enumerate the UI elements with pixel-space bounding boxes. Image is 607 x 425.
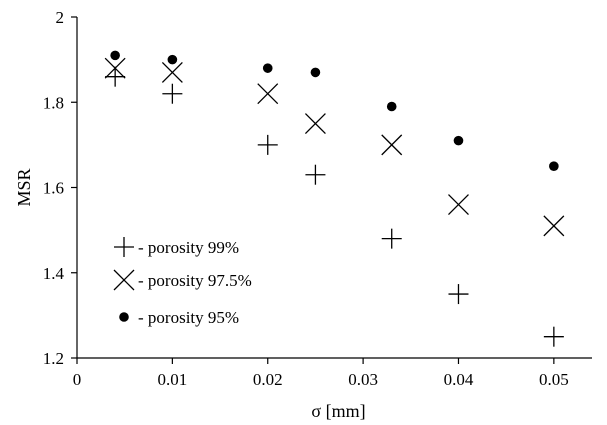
data-point-plus: [105, 66, 126, 87]
data-point-plus: [162, 83, 183, 104]
legend-entry: - porosity 97.5%: [113, 269, 252, 291]
data-point-cross: [448, 194, 469, 216]
data-point-dot: [310, 67, 321, 78]
x-tick-label: 0.02: [253, 370, 283, 389]
data-point-cross: [304, 113, 326, 135]
data-point-plus: [305, 164, 326, 185]
legend-marker-cross: [113, 269, 135, 291]
y-tick-label: 2: [56, 8, 65, 27]
data-point-dot: [549, 161, 559, 171]
legend-label: - porosity 99%: [138, 238, 239, 257]
axes: [76, 17, 592, 359]
data-point-dot: [110, 50, 120, 61]
y-ticks: 1.2 1.4 1.6 1.8 2: [43, 8, 77, 368]
data-point-dot: [453, 135, 464, 146]
x-tick-label: 0.05: [539, 370, 569, 389]
data-point-dot: [386, 101, 397, 112]
y-axis-label: MSR: [14, 168, 34, 206]
data-point-plus: [543, 326, 564, 347]
data-point-cross: [257, 83, 279, 105]
data-points: [104, 50, 565, 347]
x-tick-label: 0.01: [157, 370, 187, 389]
legend-marker-dot: [119, 312, 129, 322]
y-tick-label: 1.2: [43, 349, 64, 368]
legend-label: - porosity 95%: [138, 308, 239, 327]
x-axis-label: σ [mm]: [311, 401, 365, 421]
x-tick-label: 0.03: [348, 370, 378, 389]
y-tick-label: 1.6: [43, 179, 64, 198]
x-ticks: 0 0.01 0.02 0.03 0.04 0.05: [73, 358, 569, 389]
data-point-cross: [543, 215, 565, 237]
x-tick-label: 0.04: [444, 370, 474, 389]
y-tick-label: 1.4: [43, 264, 65, 283]
data-point-cross: [161, 61, 183, 83]
data-point-dot: [167, 54, 178, 65]
x-tick-label: 0: [73, 370, 82, 389]
series-3: [110, 50, 559, 171]
data-point-plus: [257, 134, 278, 155]
data-point-dot: [262, 63, 273, 73]
legend: - porosity 99% - porosity 97.5% - porosity…: [113, 237, 252, 327]
data-point-plus: [448, 284, 469, 305]
data-point-cross: [104, 57, 126, 79]
legend-entry: - porosity 99%: [114, 237, 239, 257]
y-tick-label: 1.8: [43, 93, 64, 112]
series-1: [105, 66, 564, 347]
series-2: [104, 57, 565, 237]
legend-entry: - porosity 95%: [119, 308, 239, 327]
data-point-cross: [381, 134, 403, 156]
legend-label: - porosity 97.5%: [138, 271, 252, 290]
legend-marker-plus: [114, 237, 134, 257]
data-point-plus: [381, 228, 402, 249]
